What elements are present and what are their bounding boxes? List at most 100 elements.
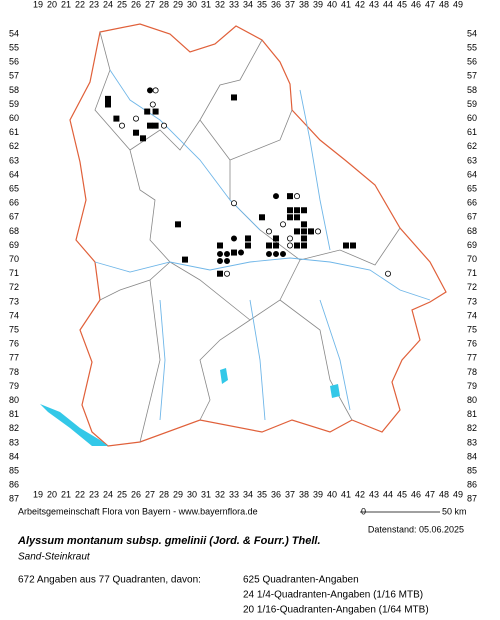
- y-label: 87: [9, 494, 19, 504]
- y-label: 66: [9, 198, 19, 208]
- x-label: 20: [47, 489, 57, 499]
- y-label: 62: [467, 141, 477, 151]
- y-label: 81: [9, 409, 19, 419]
- x-label: 29: [173, 489, 183, 499]
- y-label: 74: [9, 310, 19, 320]
- marker-square: [144, 108, 151, 115]
- marker-circle: [223, 270, 230, 277]
- scale-end: 50 km: [442, 506, 467, 516]
- y-label: 72: [467, 282, 477, 292]
- x-label: 19: [33, 489, 43, 499]
- marker-dot: [265, 250, 272, 257]
- x-label: 47: [425, 489, 435, 499]
- x-label: 41: [341, 489, 351, 499]
- x-label: 24: [103, 0, 113, 9]
- y-label: 76: [467, 339, 477, 349]
- x-label: 35: [257, 0, 267, 9]
- x-label: 31: [201, 489, 211, 499]
- x-label: 40: [327, 489, 337, 499]
- x-label: 28: [159, 489, 169, 499]
- y-label: 63: [467, 155, 477, 165]
- y-label: 81: [467, 409, 477, 419]
- marker-dot: [223, 258, 230, 265]
- marker-circle: [230, 200, 237, 207]
- marker-square: [231, 249, 237, 256]
- y-label: 68: [467, 226, 477, 236]
- x-label: 40: [327, 0, 337, 9]
- y-label: 76: [9, 339, 19, 349]
- marker-square: [294, 207, 300, 214]
- x-label: 39: [313, 0, 323, 9]
- x-label: 34: [243, 489, 253, 499]
- marker-square: [140, 135, 146, 142]
- marker-circle: [293, 193, 300, 200]
- x-label: 33: [229, 489, 239, 499]
- y-label: 86: [467, 480, 477, 490]
- marker-circle: [149, 101, 156, 108]
- x-label: 23: [89, 0, 99, 9]
- marker-square: [301, 221, 307, 228]
- y-label: 65: [467, 183, 477, 193]
- marker-square: [273, 242, 279, 249]
- x-label: 49: [453, 0, 463, 9]
- x-label: 32: [215, 0, 225, 9]
- x-label: 31: [201, 0, 211, 9]
- x-label: 30: [187, 0, 197, 9]
- x-label: 42: [355, 0, 365, 9]
- marker-square: [273, 235, 279, 242]
- marker-dot: [307, 228, 314, 235]
- y-label: 84: [9, 451, 19, 461]
- y-label: 54: [467, 28, 477, 38]
- x-label: 29: [173, 0, 183, 9]
- marker-square: [147, 122, 153, 129]
- y-label: 68: [9, 226, 19, 236]
- y-label: 70: [9, 254, 19, 264]
- y-label: 55: [9, 42, 19, 52]
- x-label: 45: [397, 489, 407, 499]
- marker-square: [175, 221, 181, 228]
- y-label: 63: [9, 155, 19, 165]
- y-label: 77: [467, 353, 477, 363]
- x-label: 49: [453, 489, 463, 499]
- x-label: 48: [439, 0, 449, 9]
- count: 24 1/4-Quadranten-Angaben (1/16 MTB): [243, 590, 423, 601]
- marker-square: [152, 122, 159, 129]
- y-label: 87: [467, 494, 477, 504]
- x-label: 46: [411, 489, 421, 499]
- y-label: 78: [9, 367, 19, 377]
- y-label: 75: [467, 324, 477, 334]
- y-label: 65: [9, 183, 19, 193]
- x-label: 48: [439, 489, 449, 499]
- y-label: 58: [9, 85, 19, 95]
- y-label: 77: [9, 353, 19, 363]
- y-label: 57: [9, 71, 19, 81]
- x-label: 21: [61, 0, 71, 9]
- marker-square: [301, 207, 307, 214]
- summary: 672 Angaben aus 77 Quadranten, davon:: [18, 575, 201, 586]
- marker-square: [133, 129, 139, 136]
- x-label: 37: [285, 0, 295, 9]
- y-label: 64: [9, 169, 19, 179]
- y-label: 59: [9, 99, 19, 109]
- marker-dot: [216, 250, 223, 257]
- x-label: 27: [145, 0, 155, 9]
- y-label: 82: [467, 423, 477, 433]
- marker-dot: [279, 250, 286, 257]
- marker-square: [217, 270, 223, 277]
- marker-circle: [152, 87, 159, 94]
- x-label: 21: [61, 489, 71, 499]
- marker-dot: [230, 235, 237, 242]
- marker-square: [287, 207, 293, 214]
- x-label: 30: [187, 489, 197, 499]
- x-label: 22: [75, 489, 85, 499]
- x-label: 44: [383, 489, 393, 499]
- x-label: 43: [369, 0, 379, 9]
- marker-square: [152, 108, 159, 115]
- y-label: 73: [467, 296, 477, 306]
- district-lines: [94, 31, 401, 443]
- marker-dot: [146, 87, 153, 94]
- x-label: 34: [243, 0, 253, 9]
- marker-square: [301, 235, 307, 242]
- grid-labels: 19 19 20 20 21 21 22 22 23 23 24 24 25 25 26 26 27 27 28 28…: [9, 0, 477, 504]
- x-label: 41: [341, 0, 351, 9]
